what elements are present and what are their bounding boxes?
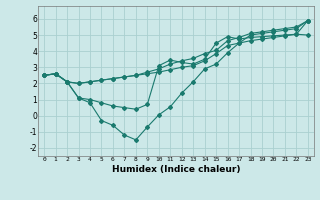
X-axis label: Humidex (Indice chaleur): Humidex (Indice chaleur) (112, 165, 240, 174)
